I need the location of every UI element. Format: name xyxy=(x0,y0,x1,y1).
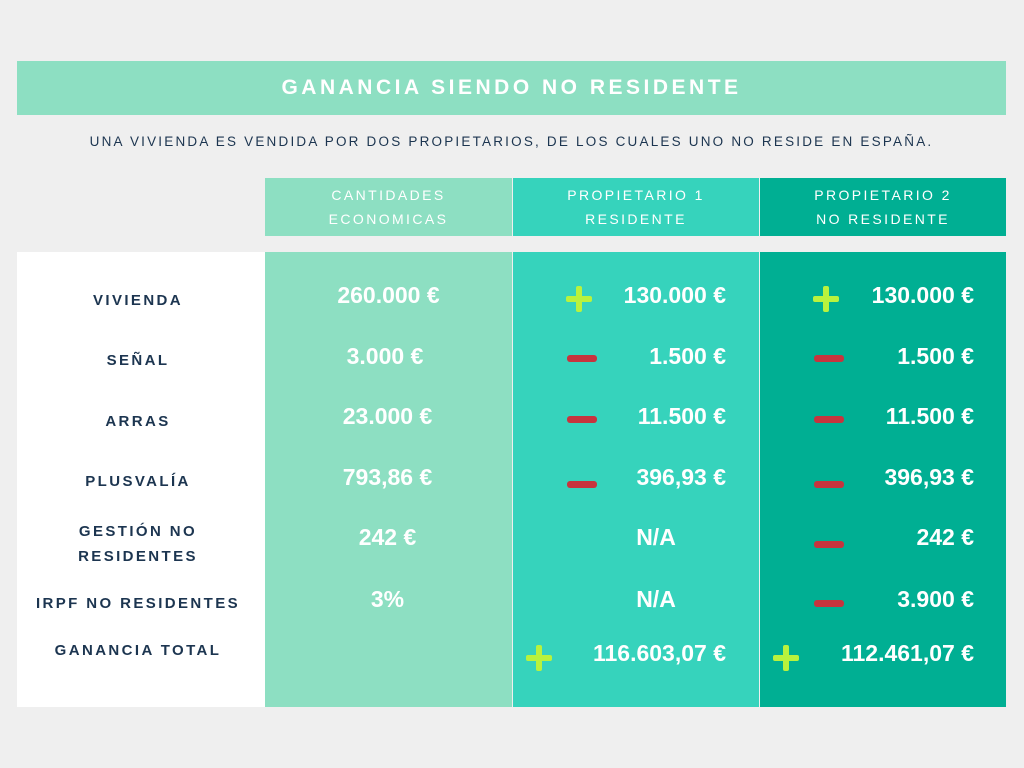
minus-icon xyxy=(814,600,844,607)
page-title: GANANCIA SIENDO NO RESIDENTE xyxy=(281,76,742,99)
minus-icon xyxy=(567,416,597,423)
p1-value-total: 116.603,07 € xyxy=(592,640,726,666)
amount-senal: 3.000 € xyxy=(346,343,424,369)
header-propietario-1: PROPIETARIO 1 RESIDENTE xyxy=(513,178,759,236)
row-label-vivienda: VIVIENDA xyxy=(17,288,259,313)
row-label-text: PLUSVALÍA xyxy=(85,473,191,490)
row-label-plusvalia: PLUSVALÍA xyxy=(17,469,259,494)
p2-value-gestion: 242 € xyxy=(916,524,974,550)
plus-icon xyxy=(566,286,592,312)
p2-value-senal: 1.500 € xyxy=(897,343,974,369)
amount-plusvalia: 793,86 € xyxy=(342,464,433,490)
p2-value-irpf: 3.900 € xyxy=(897,586,974,612)
header-propietario-1-line2: RESIDENTE xyxy=(585,211,687,227)
header-propietario-2-line1: PROPIETARIO 2 xyxy=(814,187,952,203)
p1-value-gestion: N/A xyxy=(636,524,676,550)
column-cantidades xyxy=(265,252,512,707)
p2-value-vivienda: 130.000 € xyxy=(871,282,974,308)
p1-value-irpf: N/A xyxy=(636,586,676,612)
p1-value-arras: 11.500 € xyxy=(637,403,726,429)
row-label-text: SEÑAL xyxy=(106,352,170,369)
header-propietario-1-line1: PROPIETARIO 1 xyxy=(567,187,705,203)
header-cantidades-line2: ECONOMICAS xyxy=(328,211,449,227)
amount-arras: 23.000 € xyxy=(342,403,433,429)
column-propietario-1 xyxy=(513,252,759,707)
row-label-arras: ARRAS xyxy=(17,409,259,434)
p1-value-senal: 1.500 € xyxy=(649,343,726,369)
row-label-text: GANANCIA TOTAL xyxy=(54,642,222,659)
p1-value-vivienda: 130.000 € xyxy=(623,282,726,308)
subtitle: UNA VIVIENDA ES VENDIDA POR DOS PROPIETA… xyxy=(89,134,934,149)
row-label-gestion-no-residentes: GESTIÓN NO RESIDENTES xyxy=(17,519,259,569)
title-banner: GANANCIA SIENDO NO RESIDENTE xyxy=(17,61,1006,115)
column-propietario-2 xyxy=(760,252,1006,707)
plus-icon xyxy=(813,286,839,312)
plus-icon xyxy=(526,645,552,671)
header-propietario-2-line2: NO RESIDENTE xyxy=(816,211,950,227)
minus-icon xyxy=(814,355,844,362)
header-cantidades-line1: CANTIDADES xyxy=(331,187,446,203)
label-column xyxy=(17,252,265,707)
row-label-text: VIVIENDA xyxy=(92,292,184,309)
p1-value-plusvalia: 396,93 € xyxy=(636,464,726,490)
row-label-line2: RESIDENTES xyxy=(78,548,198,565)
p2-value-total: 112.461,07 € xyxy=(840,640,974,666)
minus-icon xyxy=(567,355,597,362)
minus-icon xyxy=(814,541,844,548)
minus-icon xyxy=(814,481,844,488)
row-label-text: IRPF NO RESIDENTES xyxy=(35,595,241,612)
row-label-line1: GESTIÓN NO xyxy=(78,523,198,540)
row-label-text: ARRAS xyxy=(105,413,171,430)
row-label-ganancia-total: GANANCIA TOTAL xyxy=(17,638,259,663)
minus-icon xyxy=(814,416,844,423)
amount-gestion: 242 € xyxy=(358,524,417,550)
amount-vivienda: 260.000 € xyxy=(337,282,440,308)
header-propietario-2: PROPIETARIO 2 NO RESIDENTE xyxy=(760,178,1006,236)
minus-icon xyxy=(567,481,597,488)
row-label-irpf: IRPF NO RESIDENTES xyxy=(17,591,259,616)
p2-value-plusvalia: 396,93 € xyxy=(884,464,974,490)
row-label-senal: SEÑAL xyxy=(17,348,259,373)
p2-value-arras: 11.500 € xyxy=(885,403,974,429)
amount-irpf: 3% xyxy=(370,586,405,612)
plus-icon xyxy=(773,645,799,671)
header-cantidades: CANTIDADES ECONOMICAS xyxy=(265,178,512,236)
